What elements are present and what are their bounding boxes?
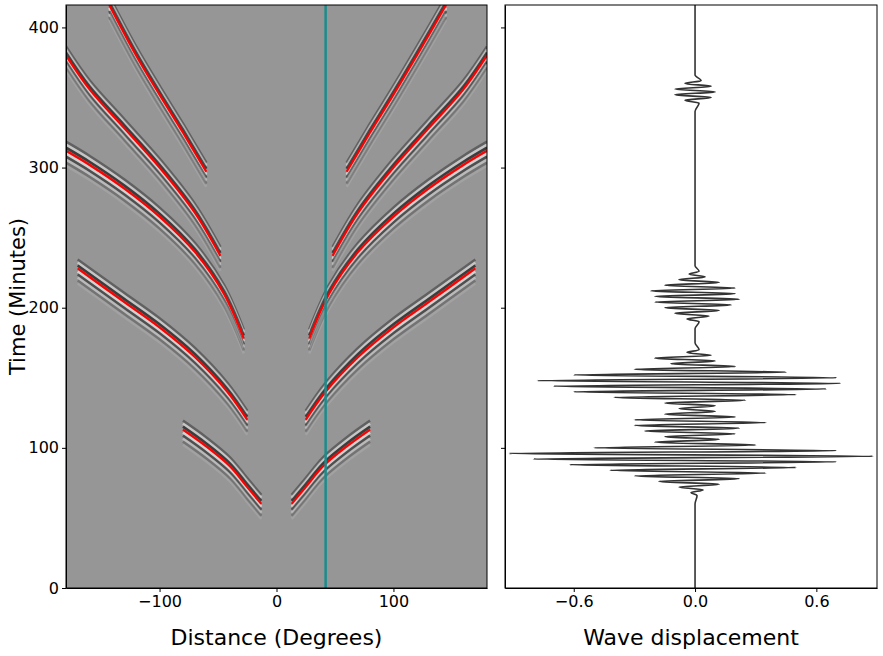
tick-label: 100 [28, 438, 59, 457]
wave-band [109, 14, 206, 181]
tick-mark [62, 168, 66, 169]
tick-mark [501, 448, 505, 449]
tick-label: 0.6 [804, 592, 829, 611]
tick: 400 [28, 18, 66, 37]
tick-mark [62, 308, 66, 309]
plot-frame [505, 5, 877, 588]
tick: 100 [28, 438, 66, 457]
wave-band [347, 14, 446, 181]
tick-label: 0 [272, 592, 282, 611]
tick [501, 27, 505, 28]
tick: 200 [28, 298, 66, 317]
tick-label: 0 [49, 579, 59, 598]
plot-background [505, 5, 877, 588]
tick-label: 300 [28, 158, 59, 177]
wave-band [109, 17, 206, 184]
series-line [109, 5, 206, 172]
tick [501, 448, 505, 449]
x-axis-title: Distance (Degrees) [171, 625, 383, 650]
tick: −100 [138, 588, 182, 611]
wave-band [347, 11, 446, 178]
tick-label: 0.0 [683, 592, 708, 611]
series-line [66, 151, 244, 339]
tick-mark [501, 27, 505, 28]
tick-label: 100 [379, 592, 410, 611]
tick: −0.6 [555, 588, 594, 611]
tick: 300 [28, 158, 66, 177]
tick [501, 308, 505, 309]
wave-band [183, 445, 261, 519]
wave-band [109, 20, 206, 187]
wave-band [292, 445, 370, 519]
marker-line [324, 5, 327, 588]
tick: 0.6 [804, 588, 829, 611]
y-axis-title: Time (Minutes) [6, 218, 30, 376]
series-line [292, 430, 370, 504]
x-axis-title: Wave displacement [583, 625, 799, 650]
tick: 100 [379, 588, 410, 611]
figure: −100 0 100 0 100 200 300 400 Distance (Degrees) T… [0, 0, 883, 656]
tick: 0.0 [683, 588, 708, 611]
tick-label: −100 [138, 592, 182, 611]
tick-label: −0.6 [555, 592, 594, 611]
tick-mark [62, 448, 66, 449]
tick-mark [501, 168, 505, 169]
wave-band [109, 5, 206, 169]
x-axis: −100 0 100 [67, 588, 488, 611]
series-line [309, 151, 487, 339]
tick-label: 200 [28, 298, 59, 317]
tick-mark [62, 588, 66, 589]
wave-band [347, 17, 446, 184]
tick-mark [62, 27, 66, 28]
plot-frame [66, 5, 487, 588]
wave-band [347, 20, 446, 187]
series-line [347, 5, 446, 172]
tick [501, 168, 505, 169]
series-line [509, 5, 873, 588]
tick-label: 400 [28, 18, 59, 37]
y-axis: 0 100 200 300 400 [28, 6, 66, 598]
series-line [183, 430, 261, 504]
x-axis: −0.6 0.0 0.6 [506, 588, 878, 611]
tick: 0 [272, 588, 282, 611]
tick: 0 [49, 579, 66, 598]
plot-background [66, 5, 487, 588]
tick-mark [501, 308, 505, 309]
plot-area [66, 5, 487, 588]
wave-band [109, 11, 206, 178]
plot-area [509, 5, 873, 588]
